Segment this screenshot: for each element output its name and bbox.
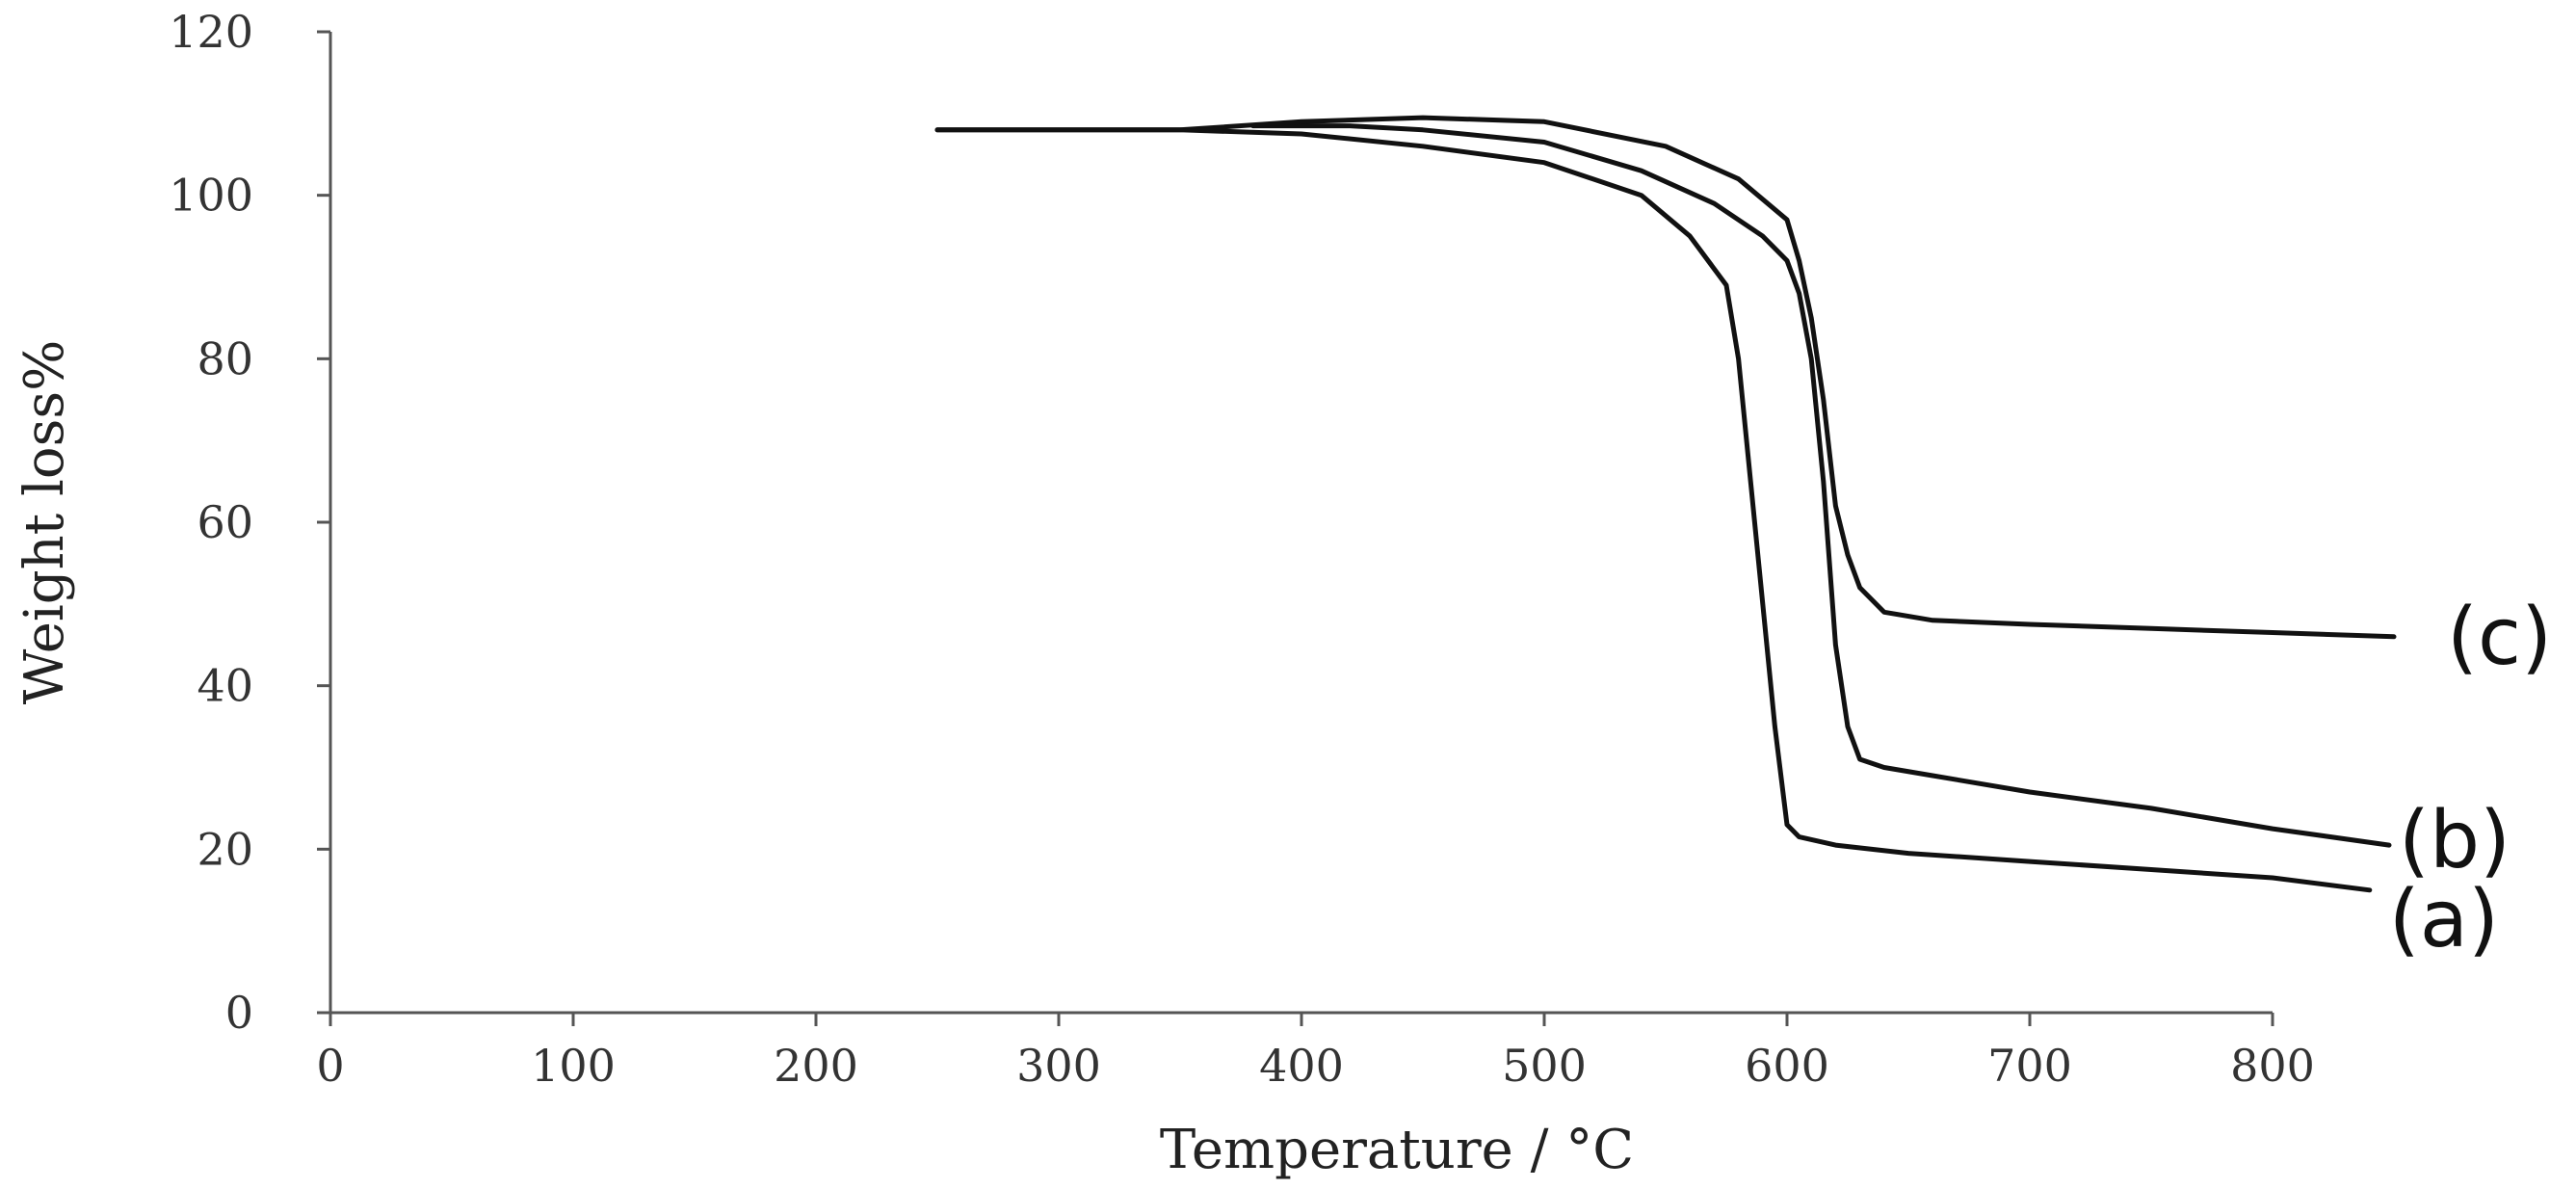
y-tick-label: 120 — [169, 6, 253, 58]
series-labels: (a)(b) (c) — [2389, 592, 2552, 965]
x-tick-label: 700 — [1987, 1040, 2072, 1092]
x-tick-label: 800 — [2230, 1040, 2315, 1092]
series-line-c — [934, 115, 2397, 640]
y-tick-label: 80 — [197, 332, 253, 384]
series-label-a: (a) — [2389, 874, 2499, 965]
x-axis-title: Temperature / °C — [1160, 1119, 1634, 1181]
x-tick-label: 200 — [774, 1040, 858, 1092]
series-line-b — [1250, 123, 2392, 848]
y-tick-label: 20 — [197, 823, 253, 875]
axes — [329, 32, 2273, 1015]
series-label-c: (c) — [2447, 592, 2552, 683]
x-tick-label: 0 — [316, 1040, 344, 1092]
curves — [934, 115, 2397, 893]
x-tick-label: 100 — [531, 1040, 616, 1092]
y-tick-label: 100 — [169, 170, 253, 222]
x-tick-label: 400 — [1259, 1040, 1344, 1092]
y-tick-label: 0 — [225, 987, 253, 1039]
series-label-b: (b) — [2399, 795, 2510, 886]
y-axis-title: Weight loss% — [13, 340, 76, 705]
x-tick-label: 300 — [1016, 1040, 1101, 1092]
x-tick-label: 500 — [1502, 1040, 1587, 1092]
y-tick-label: 40 — [197, 660, 253, 712]
y-ticks: 0 20 40 60 80 100 120 — [169, 6, 330, 1039]
x-tick-label: 600 — [1745, 1040, 1829, 1092]
y-tick-label: 60 — [197, 496, 253, 548]
x-ticks: 0 100 200 300 400 500 600 700 800 — [316, 1013, 2315, 1092]
series-line-a — [934, 127, 2373, 893]
